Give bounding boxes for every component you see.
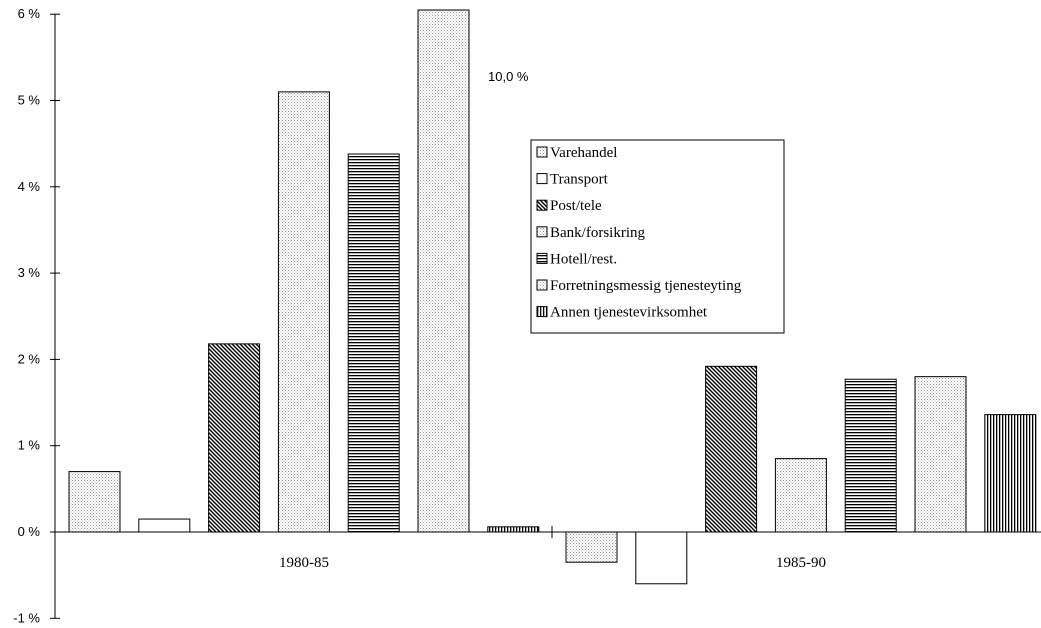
legend-label: Bank/forsikring [550,225,645,241]
legend-label: Annen tjenestevirksomhet [550,305,708,321]
bar [705,365,758,533]
bar [68,471,121,533]
legend-label: Forretningsmessig tjenesteyting [550,278,742,294]
bar [138,518,191,533]
y-tick-label: 3 % [18,265,41,280]
bar [984,414,1037,533]
legend-swatch [536,279,548,291]
bar [635,531,688,585]
legend-swatch [536,146,548,158]
bar [277,91,330,533]
legend-swatch [536,252,548,264]
y-tick-label: -1 % [13,610,40,625]
category-label: 1985-90 [776,555,826,571]
category-label: 1980-85 [279,555,329,571]
y-tick-label: 4 % [18,179,41,194]
bars [68,9,1037,585]
bar [208,343,261,533]
legend-swatch [536,173,548,185]
legend-label: Transport [550,172,609,188]
overflow-annotation: 10,0 % [488,69,529,84]
bar [844,378,897,533]
bar [487,526,540,533]
legend-swatch [536,306,548,318]
legend-label: Hotell/rest. [550,251,617,267]
legend: Varehandel Transport Post/tele Bank/forsikr… [530,139,785,334]
bar [565,531,618,563]
bar [417,9,470,533]
y-tick-label: 0 % [18,524,41,539]
y-tick-label: 2 % [18,351,41,366]
legend-label: Varehandel [550,145,617,161]
bar [914,376,967,533]
bar [774,458,827,533]
legend-swatch [536,226,548,238]
legend-label: Post/tele [550,198,602,214]
y-tick-label: 6 % [18,6,41,21]
legend-box [530,139,785,334]
bar [347,153,400,533]
y-tick-label: 5 % [18,93,41,108]
y-tick-label: 1 % [18,438,41,453]
category-labels: 1980-85 1985-90 [279,555,826,571]
legend-swatch [536,199,548,211]
